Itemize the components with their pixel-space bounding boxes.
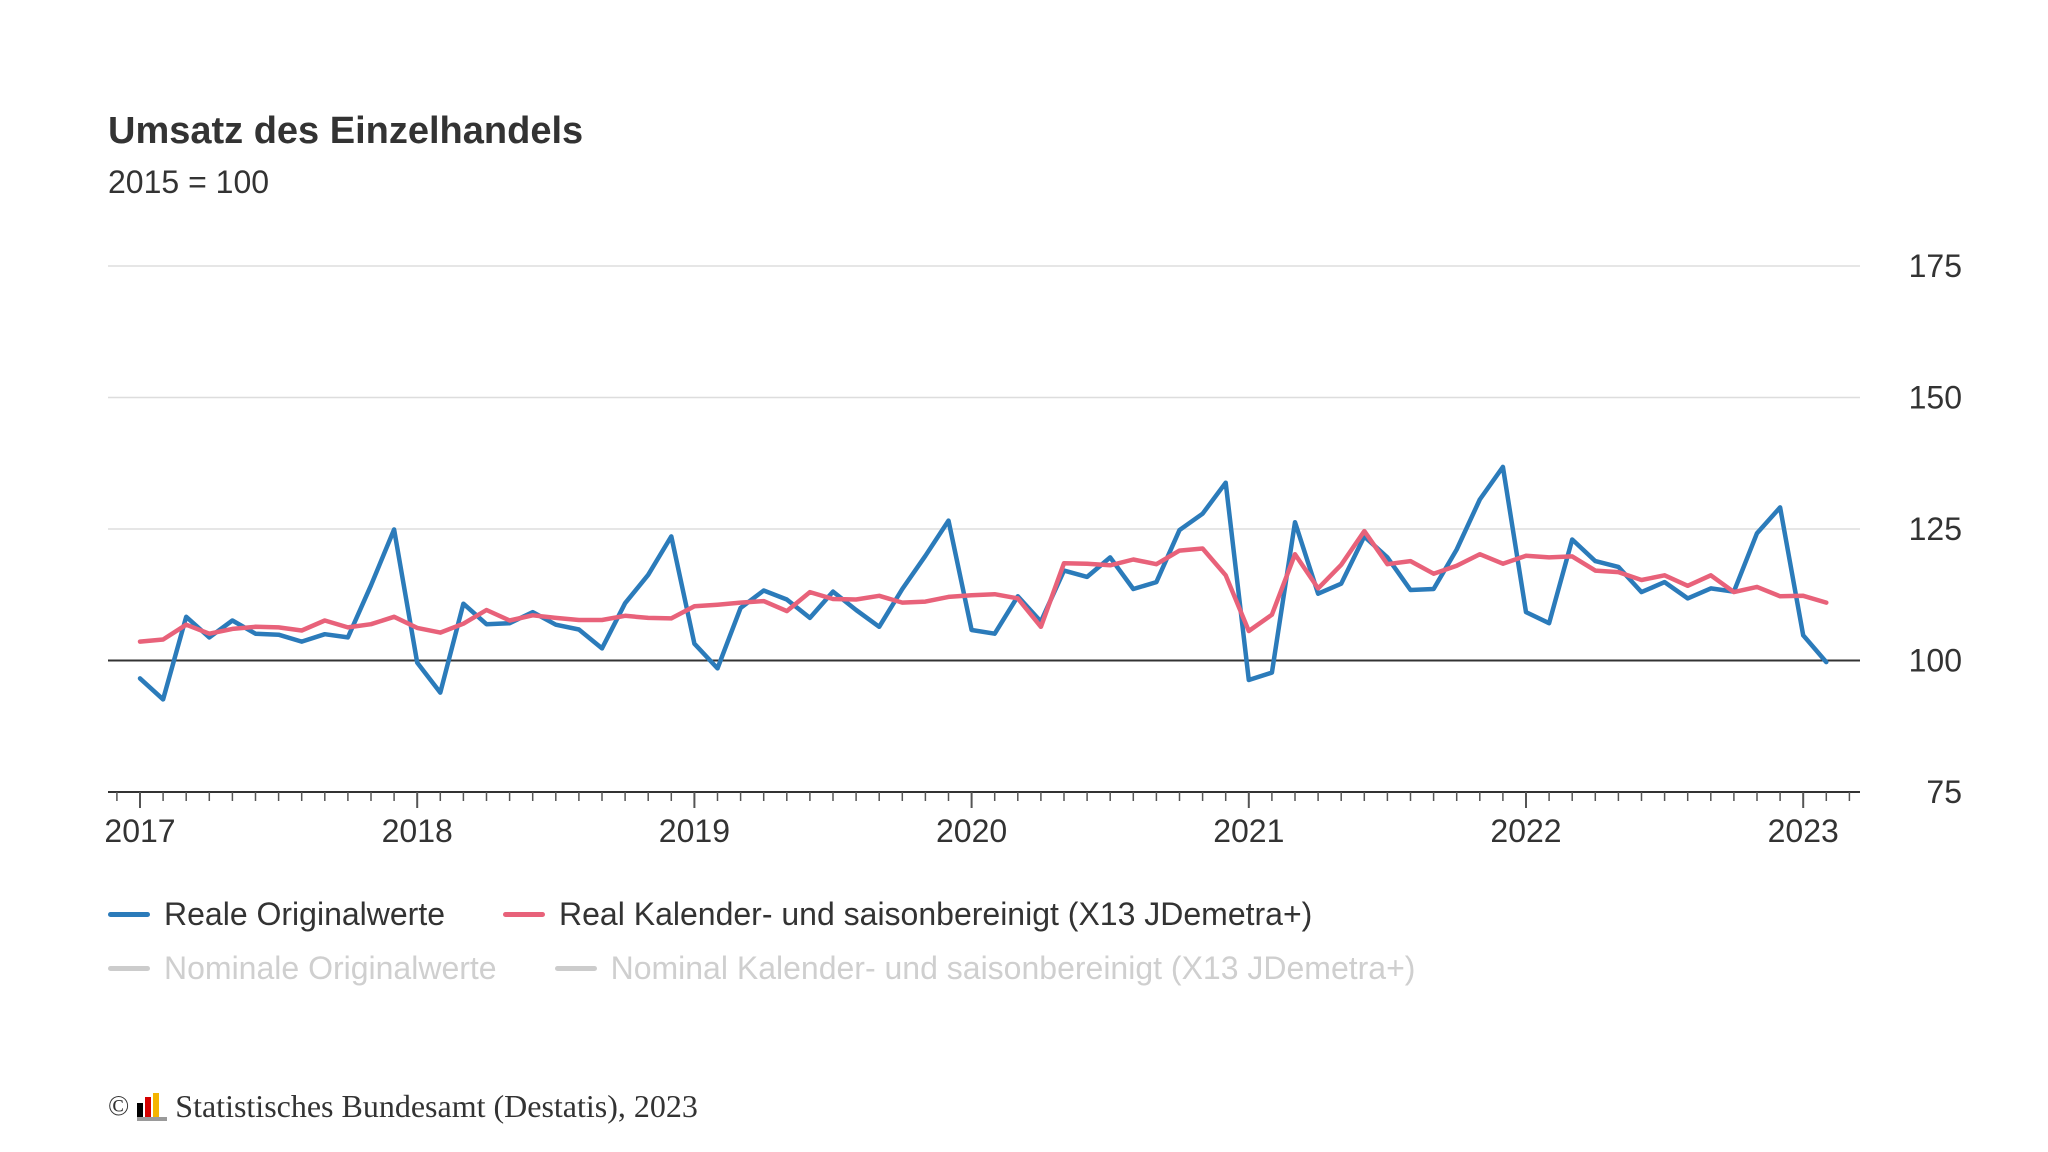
legend-item-nominal-saisonbereinigt[interactable]: Nominal Kalender- und saisonbereinigt (X…: [554, 950, 1416, 987]
legend-row-inactive: Nominale Originalwerte Nominal Kalender-…: [108, 950, 1415, 987]
y-tick-label: 100: [1909, 643, 1962, 679]
x-tick-label: 2017: [104, 813, 175, 849]
y-tick-label: 125: [1909, 511, 1962, 547]
legend-item-nominale-originalwerte[interactable]: Nominale Originalwerte: [108, 950, 497, 987]
x-tick-label: 2020: [936, 813, 1007, 849]
legend-swatch-reale: [108, 912, 150, 917]
chart-subtitle: 2015 = 100: [108, 164, 270, 200]
legend-label: Real Kalender- und saisonbereinigt (X13 …: [559, 896, 1313, 932]
source-text: Statistisches Bundesamt (Destatis), 2023: [175, 1088, 698, 1124]
x-tick-label: 2019: [659, 813, 730, 849]
y-tick-label: 75: [1926, 774, 1962, 810]
y-tick-label: 175: [1909, 248, 1962, 284]
x-tick-label: 2018: [382, 813, 453, 849]
legend-row-active: Reale Originalwerte Real Kalender- und s…: [108, 896, 1312, 933]
series-line-reale-originalwerte: [137, 464, 1829, 702]
chart-title: Umsatz des Einzelhandels: [108, 110, 584, 152]
series-line-real-saisonbereinigt: [137, 528, 1829, 644]
y-tick-label: 150: [1909, 380, 1962, 416]
legend-label: Reale Originalwerte: [164, 896, 446, 932]
legend-label: Nominale Originalwerte: [164, 950, 497, 986]
legend-item-real-saisonbereinigt[interactable]: Real Kalender- und saisonbereinigt (X13 …: [503, 896, 1312, 933]
x-tick-label: 2022: [1490, 813, 1561, 849]
legend-label: Nominal Kalender- und saisonbereinigt (X…: [610, 950, 1416, 986]
legend-item-reale-originalwerte[interactable]: Reale Originalwerte: [108, 896, 445, 933]
line-chart: 75 100 125 150 175 2017 2018 2019 2020 2021 2022 20…: [104, 248, 1962, 849]
destatis-logo-icon: [137, 1092, 168, 1121]
x-tick-label: 2023: [1768, 813, 1839, 849]
copyright-sign: ©: [108, 1090, 130, 1122]
legend-swatch-nominal-saison: [554, 966, 597, 971]
x-tick-label: 2021: [1213, 813, 1284, 849]
legend-swatch-nominale: [108, 966, 150, 971]
legend-swatch-real-saison: [503, 912, 546, 917]
source-footer: © Statistisches Bundesamt (Destatis), 20…: [108, 1088, 698, 1125]
